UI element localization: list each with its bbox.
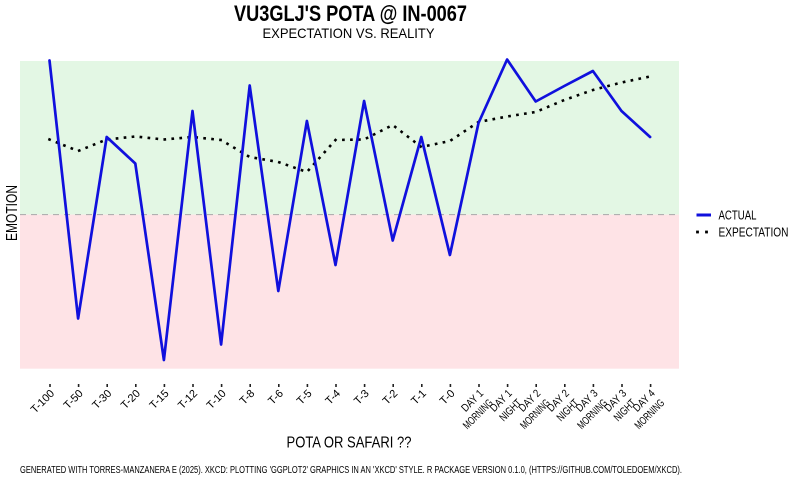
svg-text:T-8: T-8 [238, 388, 258, 408]
svg-text:EXPECTATION VS. REALITY: EXPECTATION VS. REALITY [263, 25, 436, 41]
svg-text:DAY 1MORNING: DAY 1MORNING [451, 388, 495, 432]
svg-text:T-6: T-6 [266, 388, 286, 408]
svg-text:T-1: T-1 [409, 388, 429, 408]
svg-text:T-10: T-10 [205, 388, 229, 412]
svg-text:EXPECTATION: EXPECTATION [719, 225, 789, 240]
svg-text:T-3: T-3 [352, 388, 372, 408]
svg-text:GENERATED WITH TORRES-MANZANER: GENERATED WITH TORRES-MANZANERA E (2025)… [20, 465, 682, 476]
svg-text:T-0: T-0 [438, 388, 458, 408]
svg-text:T-100: T-100 [29, 388, 57, 416]
svg-text:VU3GLJ'S POTA @ IN-0067: VU3GLJ'S POTA @ IN-0067 [234, 1, 467, 26]
svg-text:T-4: T-4 [323, 388, 343, 408]
svg-text:T-5: T-5 [295, 388, 315, 408]
svg-text:T-15: T-15 [147, 388, 171, 412]
svg-text:T-2: T-2 [381, 388, 401, 408]
svg-text:EMOTION: EMOTION [4, 185, 21, 241]
svg-text:T-20: T-20 [119, 388, 143, 412]
svg-text:T-12: T-12 [176, 388, 200, 412]
svg-text:ACTUAL: ACTUAL [719, 208, 757, 223]
svg-text:T-50: T-50 [62, 388, 86, 412]
svg-text:POTA OR SAFARI ??: POTA OR SAFARI ?? [287, 435, 412, 452]
svg-text:T-30: T-30 [90, 388, 114, 412]
